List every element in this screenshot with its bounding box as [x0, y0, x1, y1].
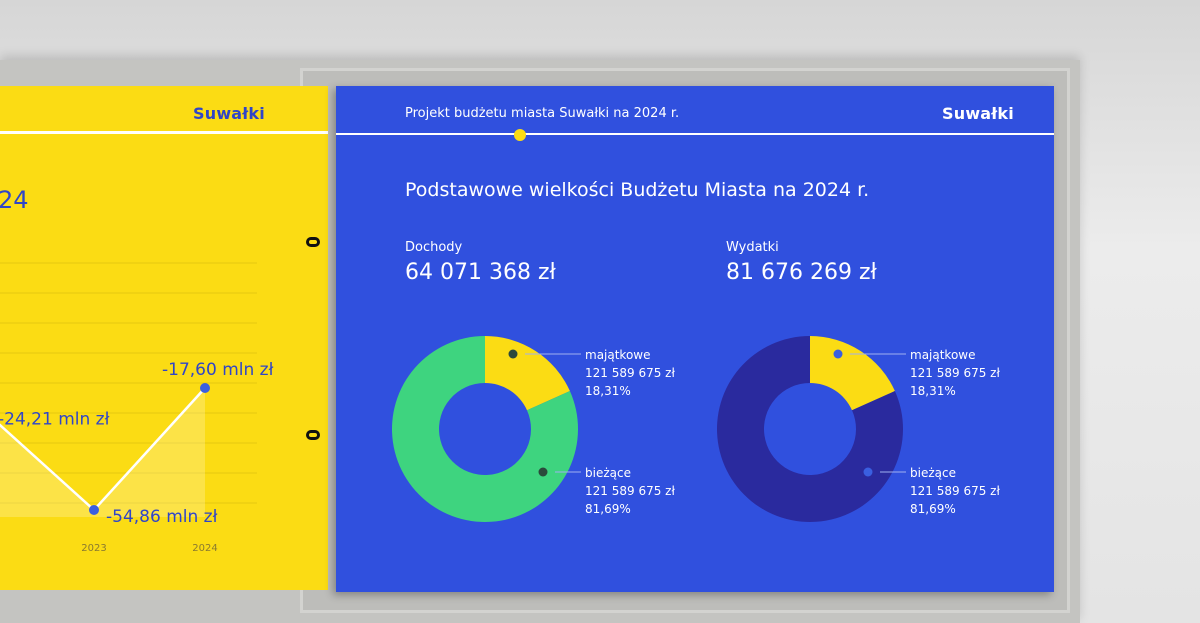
legend-name: bieżące	[910, 466, 956, 480]
binder-ring	[306, 237, 320, 247]
page-title-fragment: 24	[0, 186, 29, 214]
legend-dot	[833, 349, 843, 359]
income-label: Dochody	[405, 240, 463, 255]
legend-dot	[538, 467, 548, 477]
income-value: 64 071 368 zł	[405, 260, 556, 285]
legend-name: majątkowe	[910, 348, 976, 362]
data-label: -24,21 mln zł	[0, 410, 110, 430]
legend-percent: 81,69%	[585, 502, 631, 516]
expense-value: 81 676 269 zł	[726, 260, 877, 285]
line-chart: -24,21 mln zł -54,86 mln zł -17,60 mln zł 2…	[0, 262, 274, 554]
left-page: Suwałki 24	[0, 86, 328, 590]
donut-slice	[485, 336, 570, 411]
header-rule	[0, 131, 328, 134]
page-title: Podstawowe wielkości Budżetu Miasta na 2…	[405, 179, 870, 201]
header-rule	[336, 133, 1054, 135]
legend-percent: 18,31%	[910, 384, 956, 398]
donut-slice	[810, 336, 895, 411]
legend-dot	[508, 349, 518, 359]
right-page: Projekt budżetu miasta Suwałki na 2024 r…	[336, 86, 1054, 592]
legend-percent: 81,69%	[910, 502, 956, 516]
legend-amount: 121 589 675 zł	[585, 484, 675, 498]
legend-name: bieżące	[585, 466, 631, 480]
data-point	[200, 383, 210, 393]
page-header: Projekt budżetu miasta Suwałki na 2024 r…	[405, 106, 680, 121]
legend-dot	[863, 467, 873, 477]
donut-slice	[717, 336, 903, 522]
legend-amount: 121 589 675 zł	[910, 484, 1000, 498]
logo: Suwałki	[193, 104, 265, 123]
area-fill	[0, 388, 205, 517]
logo: Suwałki	[942, 104, 1014, 123]
binder-ring	[306, 430, 320, 440]
x-tick-label: 2024	[192, 543, 217, 554]
data-label: -54,86 mln zł	[106, 507, 218, 527]
legend-amount: 121 589 675 zł	[910, 366, 1000, 380]
timeline-dot	[514, 129, 526, 141]
donut-slice	[392, 336, 578, 522]
x-tick-label: 2023	[81, 543, 106, 554]
expense-label: Wydatki	[726, 240, 779, 255]
legend-percent: 18,31%	[585, 384, 631, 398]
legend-name: majątkowe	[585, 348, 651, 362]
legend-amount: 121 589 675 zł	[585, 366, 675, 380]
donut-charts: majątkowe 121 589 675 zł 18,31% bieżące 121 …	[392, 336, 1000, 522]
data-point	[89, 504, 99, 515]
data-label: -17,60 mln zł	[162, 360, 274, 380]
